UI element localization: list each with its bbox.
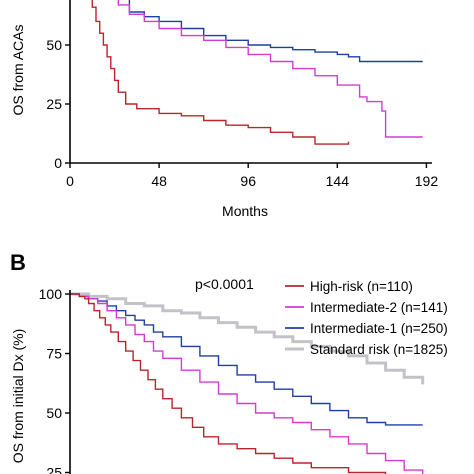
panel-b-y-tick-label: 25	[46, 465, 62, 474]
panel-a-x-tick-label: 192	[415, 173, 439, 189]
panel-b-y-axis-label: OS from initial Dx (%)	[10, 329, 26, 464]
panel-a-y-tick-label: 50	[46, 37, 62, 53]
legend-label: Standard risk (n=1825)	[310, 342, 448, 357]
panel-a-series-line	[117, 0, 423, 138]
panel-a-series-line	[91, 0, 350, 145]
panel-b-series-line	[70, 293, 387, 474]
panel-b-y-tick-label: 75	[46, 346, 62, 362]
panel-a-x-axis-label: Months	[222, 203, 268, 219]
legend-label: Intermediate-2 (n=141)	[310, 300, 448, 315]
panel-a-x-tick-label: 48	[151, 173, 167, 189]
panel-b-y-tick-label: 100	[39, 286, 63, 302]
panel-a-x-tick-label: 0	[66, 173, 74, 189]
panel-a-series-line	[128, 0, 423, 63]
legend-label: High-risk (n=110)	[310, 279, 413, 294]
panel-b-letter: B	[10, 250, 26, 275]
panel-b-y-tick-label: 50	[46, 405, 62, 421]
panel-a-x-tick-label: 144	[326, 173, 350, 189]
panel-b-series-line	[70, 293, 424, 474]
panel-a-chart: 0 25 50 0 48 96 144 192 Months OS from ACAs	[10, 0, 438, 219]
panel-b-series-line	[70, 292, 425, 385]
legend-label: Intermediate-1 (n=250)	[310, 321, 448, 336]
panel-b-chart: B 100 75 50 25 OS from initial Dx (%) p<0.0001…	[10, 250, 448, 474]
panel-a-y-tick-label: 25	[46, 96, 62, 112]
panel-a-y-axis-label: OS from ACAs	[10, 24, 26, 115]
panel-a-y-tick-label: 0	[54, 155, 62, 171]
panel-b-p-value: p<0.0001	[195, 276, 254, 292]
panel-a-x-tick-label: 96	[240, 173, 256, 189]
